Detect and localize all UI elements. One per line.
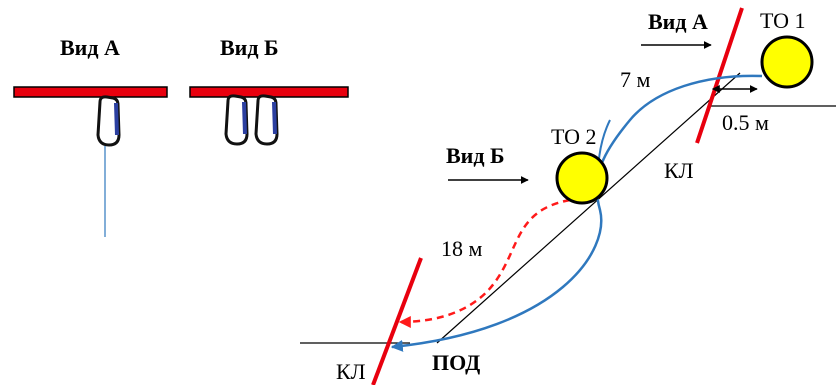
lower-edge-bar <box>371 257 423 385</box>
view-a-title: Вид А <box>60 35 120 60</box>
view-b-title: Вид Б <box>220 35 279 60</box>
red-dashed-arrow <box>398 198 571 328</box>
dist-7m-label: 7 м <box>620 67 651 92</box>
anchor-to2 <box>555 151 609 205</box>
dist-18m-label: 18 м <box>441 236 483 261</box>
kl-lower-label: КЛ <box>336 359 366 384</box>
kl-upper-label: КЛ <box>664 158 694 183</box>
control-line <box>436 72 741 344</box>
dist-05m-label: 0.5 м <box>722 110 769 135</box>
view-a-label: Вид А <box>648 9 708 34</box>
to2-label: ТО 2 <box>551 124 597 149</box>
anchor-to1 <box>760 35 814 89</box>
upper-edge-bar <box>695 7 744 144</box>
carabiner-icon <box>96 95 121 147</box>
pod-label: ПОД <box>432 350 481 375</box>
view-b-label: Вид Б <box>446 143 505 168</box>
view-a-bar <box>13 86 168 98</box>
carabiner-icon <box>254 94 279 146</box>
carabiner-icon <box>224 94 249 146</box>
to1-label: ТО 1 <box>760 8 806 33</box>
